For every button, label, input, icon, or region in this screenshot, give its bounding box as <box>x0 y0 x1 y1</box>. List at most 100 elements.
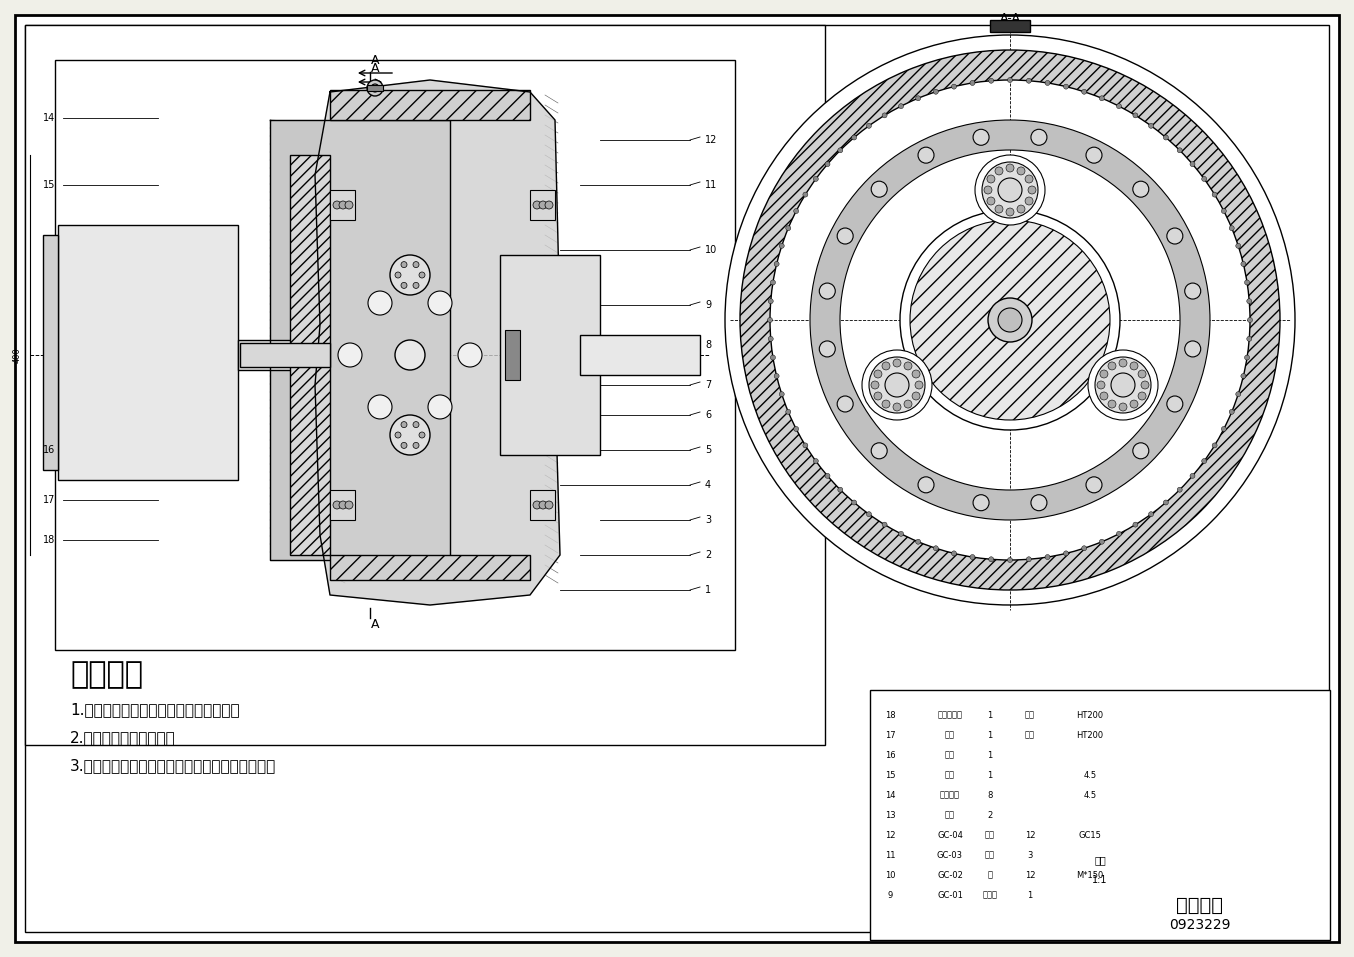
Text: 端盖螺钉: 端盖螺钉 <box>940 790 960 799</box>
Circle shape <box>401 442 408 449</box>
Text: 2: 2 <box>705 550 711 560</box>
Circle shape <box>1026 78 1032 83</box>
Circle shape <box>995 167 1003 175</box>
Circle shape <box>852 500 857 505</box>
Bar <box>500 255 600 455</box>
Circle shape <box>774 373 779 379</box>
Bar <box>505 330 520 380</box>
Circle shape <box>1185 283 1201 299</box>
Circle shape <box>904 362 913 370</box>
Circle shape <box>838 487 842 492</box>
Circle shape <box>814 176 818 182</box>
Circle shape <box>825 162 830 167</box>
Wedge shape <box>810 120 1210 520</box>
Circle shape <box>904 400 913 408</box>
Circle shape <box>899 103 903 109</box>
Circle shape <box>458 343 482 367</box>
Text: 8: 8 <box>987 790 992 799</box>
Text: HT200: HT200 <box>1076 730 1104 740</box>
Circle shape <box>1190 162 1196 167</box>
Circle shape <box>1244 355 1250 360</box>
Circle shape <box>952 84 956 89</box>
Circle shape <box>1095 357 1151 413</box>
Circle shape <box>974 129 988 145</box>
Circle shape <box>881 523 887 527</box>
Text: 17: 17 <box>42 495 56 505</box>
Text: 4: 4 <box>705 480 711 490</box>
Text: GC-01: GC-01 <box>937 891 963 900</box>
Circle shape <box>988 557 994 562</box>
Circle shape <box>1097 381 1105 389</box>
Text: 1: 1 <box>987 750 992 760</box>
Circle shape <box>1118 403 1127 411</box>
Circle shape <box>1017 167 1025 175</box>
Text: 3: 3 <box>705 515 711 525</box>
Circle shape <box>1086 147 1102 163</box>
Text: A: A <box>371 54 379 66</box>
Circle shape <box>1163 500 1169 505</box>
Bar <box>330 90 529 120</box>
Circle shape <box>987 197 995 205</box>
Text: 比例: 比例 <box>1094 855 1106 865</box>
Circle shape <box>899 531 903 536</box>
Circle shape <box>803 443 808 448</box>
Text: 2: 2 <box>987 811 992 819</box>
Bar <box>330 190 355 220</box>
Circle shape <box>1201 176 1206 182</box>
Circle shape <box>1017 205 1025 213</box>
Circle shape <box>1099 539 1105 545</box>
Circle shape <box>910 220 1110 420</box>
Circle shape <box>539 201 547 209</box>
Text: 11: 11 <box>884 851 895 859</box>
Text: 技术要求: 技术要求 <box>70 660 144 689</box>
Circle shape <box>1108 400 1116 408</box>
Text: 11: 11 <box>705 180 718 190</box>
Circle shape <box>785 226 791 231</box>
Bar <box>871 690 1330 940</box>
Circle shape <box>918 477 934 493</box>
Circle shape <box>780 243 784 248</box>
Circle shape <box>1244 280 1250 285</box>
Circle shape <box>401 282 408 288</box>
Circle shape <box>987 175 995 183</box>
Circle shape <box>539 501 547 509</box>
Circle shape <box>886 373 909 397</box>
Bar <box>580 335 700 375</box>
Circle shape <box>1030 129 1047 145</box>
Text: 1: 1 <box>987 770 992 780</box>
Bar <box>529 490 555 520</box>
Text: 13: 13 <box>884 811 895 819</box>
Circle shape <box>933 89 938 94</box>
Circle shape <box>785 410 791 414</box>
Circle shape <box>1030 495 1047 511</box>
Text: 机座: 机座 <box>945 730 955 740</box>
Text: 1.装配后转动应均匀，无任何阻卡现象。: 1.装配后转动应均匀，无任何阻卡现象。 <box>70 702 240 717</box>
Circle shape <box>338 501 347 509</box>
Circle shape <box>371 84 379 92</box>
Circle shape <box>1006 164 1014 172</box>
Bar <box>43 235 58 470</box>
Bar <box>990 20 1030 32</box>
Circle shape <box>1141 381 1150 389</box>
Text: A: A <box>371 61 379 75</box>
Text: 1: 1 <box>987 710 992 720</box>
Circle shape <box>988 298 1032 342</box>
Circle shape <box>418 432 425 438</box>
Circle shape <box>913 370 921 378</box>
Circle shape <box>1099 392 1108 400</box>
Circle shape <box>428 395 452 419</box>
Circle shape <box>1167 228 1183 244</box>
Circle shape <box>1177 147 1182 153</box>
Text: 18: 18 <box>884 710 895 720</box>
Circle shape <box>1221 209 1227 213</box>
Circle shape <box>819 283 835 299</box>
Circle shape <box>1148 123 1154 128</box>
Circle shape <box>1099 370 1108 378</box>
Circle shape <box>413 442 418 449</box>
Circle shape <box>871 381 879 389</box>
Circle shape <box>770 355 776 360</box>
Circle shape <box>1099 96 1105 100</box>
Circle shape <box>533 201 542 209</box>
Circle shape <box>1163 135 1169 140</box>
Text: 联轴节: 联轴节 <box>983 891 998 900</box>
